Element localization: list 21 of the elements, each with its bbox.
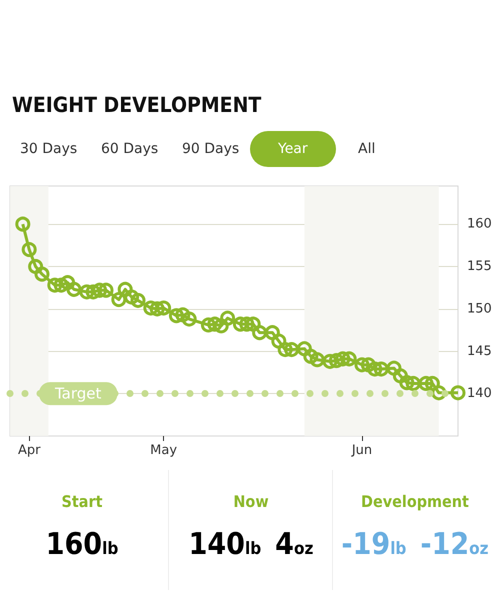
text: All [358, 140, 376, 159]
text: 90 Days [182, 140, 240, 159]
text: Now [232, 492, 270, 511]
text: 60 Days [101, 140, 158, 159]
text: 30 Days [20, 140, 78, 159]
x-tick-label: Apr [18, 443, 42, 458]
text: -19lb -12oz [341, 527, 489, 562]
x-tick-label: Jun [350, 443, 372, 458]
y-tick-label: 160 [467, 216, 492, 232]
text: Year [250, 131, 336, 167]
y-tick-label: 145 [467, 344, 492, 359]
x-tick-label: May [150, 443, 178, 458]
ref-line-label: Target [54, 384, 102, 403]
text: Start [60, 492, 104, 511]
text: 160lb [46, 527, 118, 562]
y-tick-label: 150 [467, 301, 492, 316]
text: 140lb 4oz [188, 527, 314, 562]
text: Development [360, 492, 470, 511]
chart-title: WEIGHT DEVELOPMENT [12, 93, 262, 117]
y-tick-label: 140 [467, 386, 492, 402]
y-tick-label: 155 [467, 259, 492, 274]
